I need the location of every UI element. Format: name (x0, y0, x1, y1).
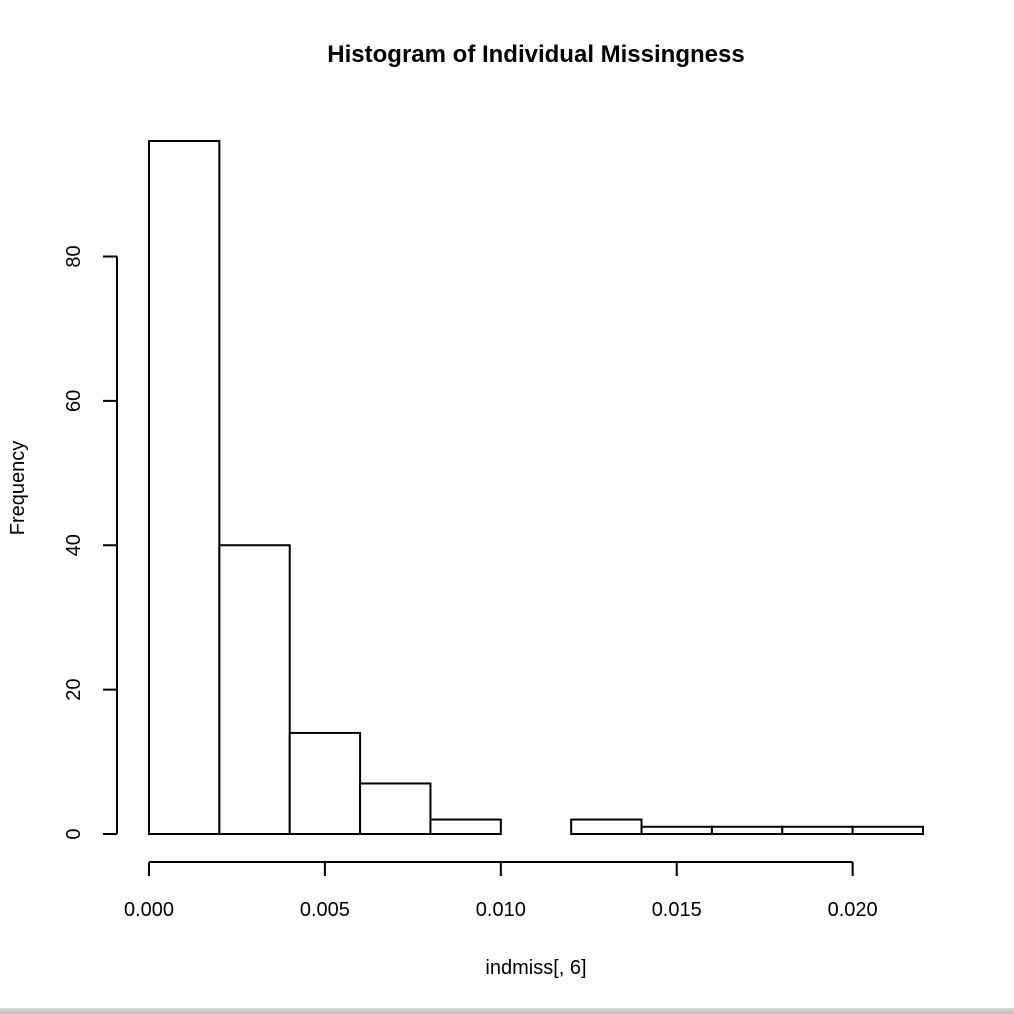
y-tick-label-1: 20 (63, 679, 85, 701)
y-tick-label-2: 40 (63, 534, 85, 556)
x-tick-label-3: 0.015 (652, 899, 702, 921)
x-tick-label-0: 0.000 (124, 899, 174, 921)
x-axis: 0.000 0.005 0.010 0.015 0.020 (124, 861, 878, 921)
histogram-bar-3 (359, 782, 432, 835)
histogram-bar-6 (570, 818, 643, 835)
x-tick-label-4: 0.020 (828, 899, 878, 921)
histogram-bar-10 (851, 825, 924, 835)
histogram-bars (148, 140, 924, 835)
window-bottom-edge (0, 1008, 1014, 1014)
histogram-bar-4 (429, 818, 502, 835)
histogram-bar-1 (218, 544, 291, 835)
x-tick-label-1: 0.005 (300, 899, 350, 921)
x-tick-label-2: 0.010 (476, 899, 526, 921)
y-tick-label-0: 0 (63, 828, 85, 839)
y-axis-label: Frequency (7, 441, 29, 536)
histogram-bar-9 (781, 825, 854, 835)
y-axis: 0 20 40 60 80 (63, 245, 118, 840)
chart-title: Histogram of Individual Missingness (327, 41, 744, 68)
y-tick-label-4: 80 (63, 245, 85, 267)
y-tick-label-3: 60 (63, 390, 85, 412)
histogram-bar-0 (148, 140, 221, 835)
x-axis-label: indmiss[, 6] (485, 957, 586, 979)
histogram-bar-7 (640, 825, 713, 835)
histogram-bar-8 (710, 825, 784, 835)
histogram-bar-2 (288, 731, 362, 835)
